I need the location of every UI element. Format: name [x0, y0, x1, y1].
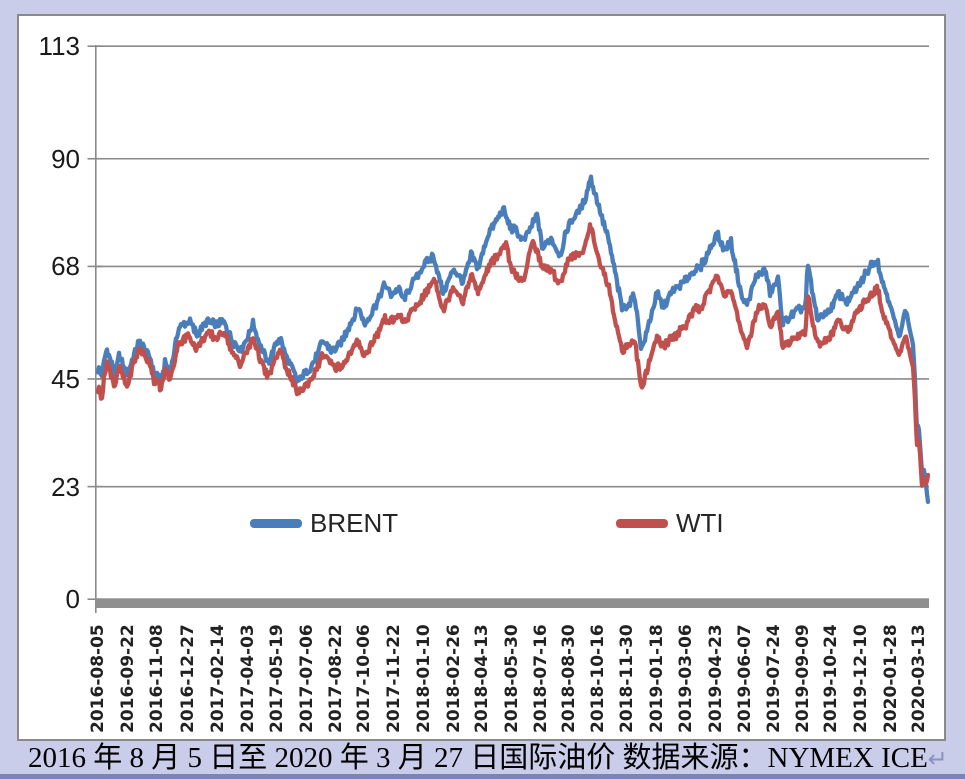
- legend-item-brent: BRENT: [250, 508, 398, 538]
- legend-label-brent: BRENT: [310, 507, 399, 538]
- y-tick-label: 68: [51, 251, 80, 282]
- x-tick-label: 2018-08-30: [559, 624, 580, 733]
- y-tick-label: 23: [51, 471, 80, 502]
- x-tick-label: 2019-06-07: [734, 624, 755, 733]
- x-tick-label: 2017-11-22: [383, 624, 404, 733]
- x-tick-label: 2019-07-24: [763, 624, 784, 733]
- x-tick-label: 2018-07-16: [531, 624, 552, 733]
- paragraph-return-icon: ↵: [927, 745, 948, 773]
- x-tick-label: 2016-08-05: [88, 624, 108, 733]
- y-tick-label: 90: [51, 143, 80, 174]
- x-tick-label: 2020-01-28: [881, 624, 902, 733]
- series-line-wti: [95, 222, 931, 488]
- caption-text: 2016 年 8 月 5 日至 2020 年 3 月 27 日国际油价 数据来源…: [28, 742, 928, 774]
- x-tick-label: 2018-02-26: [443, 624, 464, 733]
- x-tick-label: 2017-02-14: [208, 624, 229, 733]
- x-tick-label: 2017-04-03: [238, 624, 259, 733]
- y-tick-label: 113: [38, 31, 80, 62]
- legend-item-wti: WTI: [616, 508, 724, 538]
- x-tick-label: 2019-01-18: [647, 624, 668, 733]
- x-tick-label: 2017-08-22: [326, 624, 347, 733]
- x-tick-label: 2017-10-06: [354, 624, 375, 733]
- series-line-brent: [95, 174, 931, 505]
- x-tick-label: 2017-05-19: [267, 624, 288, 733]
- x-tick-label: 2016-11-08: [147, 624, 168, 733]
- legend-label-wti: WTI: [676, 507, 724, 538]
- x-tick-label: 2016-12-27: [177, 624, 198, 733]
- x-tick-label: 2018-10-16: [588, 624, 609, 733]
- x-tick-label: 2018-05-30: [501, 624, 522, 733]
- y-tick-label: 0: [65, 584, 80, 615]
- x-tick-label: 2019-10-24: [821, 624, 842, 733]
- caption: 2016 年 8 月 5 日至 2020 年 3 月 27 日国际油价 数据来源…: [0, 740, 965, 776]
- x-axis-bar: [95, 598, 929, 608]
- x-tick-label: 2018-01-10: [414, 624, 435, 733]
- x-tick-label: 2019-04-23: [706, 624, 727, 733]
- wti-line-swatch-icon: [616, 518, 668, 528]
- x-tick-label: 2019-03-06: [676, 624, 697, 733]
- brent-line-swatch-icon: [250, 518, 302, 528]
- x-tick-label: 2019-12-10: [850, 624, 871, 733]
- y-tick-label: 45: [51, 363, 80, 394]
- x-tick-label: 2016-09-22: [117, 624, 138, 733]
- x-tick-label: 2019-09-09: [793, 624, 814, 733]
- bottom-strip: [0, 774, 965, 779]
- x-tick-label: 2020-03-13: [909, 624, 930, 733]
- x-tick-label: 2018-04-13: [472, 624, 493, 733]
- x-tick-label: 2017-07-06: [297, 624, 318, 733]
- x-tick-label: 2018-11-30: [616, 624, 637, 733]
